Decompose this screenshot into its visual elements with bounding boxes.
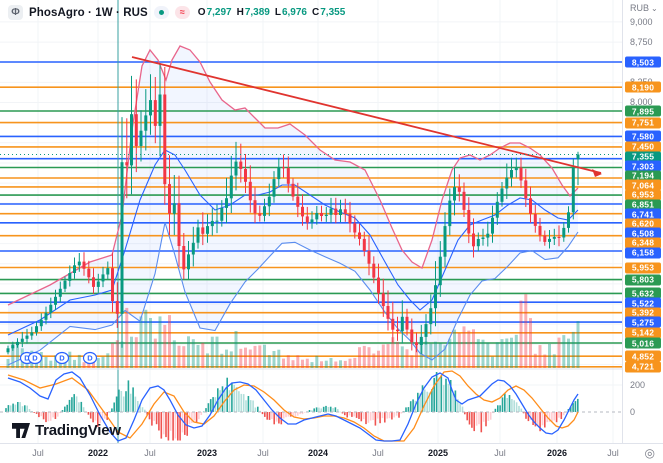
price-level-badge: 7,194 — [625, 170, 661, 182]
price-level-badge: 7,303 — [625, 160, 661, 172]
market-status-badge[interactable] — [153, 6, 169, 19]
price-axis-label: 8,000 — [630, 97, 653, 107]
time-axis-label: 2026 — [546, 448, 568, 458]
high-value: 7,389 — [244, 7, 270, 18]
symbol-flag-icon[interactable]: ≈ — [174, 6, 190, 19]
price-level-badge: 5,632 — [625, 287, 661, 299]
time-axis-label: 2022 — [87, 448, 109, 458]
tradingview-mark-icon — [12, 423, 30, 438]
price-level-badge: 5,953 — [625, 262, 661, 273]
close-label: C — [312, 7, 320, 18]
price-level-badge: 6,851 — [625, 199, 661, 210]
price-level-badge: 4,852 — [625, 350, 661, 362]
price-level-badge: 5,275 — [625, 316, 661, 328]
current-price-badge: 7,355 — [625, 151, 661, 162]
time-axis-label: Jul — [32, 448, 44, 458]
high-label: H — [236, 7, 244, 18]
price-level-badge: 6,741 — [625, 208, 661, 220]
open-label: O — [197, 7, 206, 18]
price-level-badge: 7,450 — [625, 141, 661, 153]
price-level-badge: 5,392 — [625, 307, 661, 319]
axis-settings-icon[interactable]: ◎ — [644, 446, 655, 460]
symbol-title[interactable]: PhosAgro · 1W · RUS — [29, 6, 148, 19]
price-level-badge: 6,158 — [625, 247, 661, 258]
close-value: 7,355 — [320, 7, 346, 18]
price-level-badge: 8,190 — [625, 81, 661, 93]
price-level-badge: 7,895 — [625, 105, 661, 117]
time-axis-label: Jul — [372, 448, 384, 458]
price-level-badge: 7,751 — [625, 117, 661, 129]
time-axis-label: Jul — [607, 448, 619, 458]
price-level-badge: 7,064 — [625, 179, 661, 191]
tradingview-logo[interactable]: TradingView — [12, 422, 121, 439]
price-level-badge: 5,522 — [625, 297, 661, 309]
svg-text:D: D — [32, 354, 38, 363]
price-level-badge: 6,348 — [625, 237, 661, 249]
svg-text:D: D — [24, 354, 30, 363]
time-axis-label: Jul — [257, 448, 269, 458]
time-axis-label: Jul — [144, 448, 156, 458]
market-open-dot-icon — [158, 10, 164, 15]
symbol-header: Ф PhosAgro · 1W · RUS ≈ O 7,297 H 7,389 … — [8, 5, 345, 20]
price-level-badge: 6,953 — [625, 189, 661, 201]
low-value: 6,976 — [281, 7, 307, 18]
price-level-badge: 7,580 — [625, 130, 661, 142]
ohlc-readout: O 7,297 H 7,389 L 6,976 C 7,355 — [198, 7, 345, 18]
price-level-badge: 5,016 — [625, 337, 661, 349]
time-axis-label: Jul — [494, 448, 506, 458]
price-level-badge: 6,508 — [625, 227, 661, 239]
time-axis[interactable]: ◎ Jul 2022 Jul 2023 Jul 2024 Jul 2025 Jul 2026 Jul — [0, 443, 663, 463]
time-axis-label: 2023 — [196, 448, 218, 458]
price-level-badge: 5,142 — [625, 327, 661, 339]
price-level-badge: 6,620 — [625, 218, 661, 230]
price-axis-label: 9,000 — [630, 17, 653, 27]
open-value: 7,297 — [206, 7, 232, 18]
symbol-logo-icon: Ф — [8, 5, 23, 20]
price-axis[interactable]: RUB ⌄ 9,0008,7508,2508,00020008,5038,190… — [622, 0, 663, 443]
price-level-badge: 5,803 — [625, 274, 661, 286]
svg-text:D: D — [59, 354, 65, 363]
price-axis-label: 200 — [630, 380, 646, 390]
tradingview-brand-text: TradingView — [35, 422, 121, 439]
low-label: L — [274, 7, 281, 18]
svg-text:D: D — [87, 354, 93, 363]
price-axis-label: 0 — [630, 407, 636, 417]
chevron-down-icon: ⌄ — [651, 3, 658, 13]
currency-selector[interactable]: RUB ⌄ — [630, 3, 658, 13]
price-axis-label: 8,750 — [630, 37, 653, 47]
time-axis-label: 2024 — [307, 448, 329, 458]
currency-label: RUB — [630, 3, 650, 13]
price-level-badge: 8,503 — [625, 56, 661, 68]
price-level-badge: 4,721 — [625, 361, 661, 373]
time-axis-label: 2025 — [427, 448, 449, 458]
